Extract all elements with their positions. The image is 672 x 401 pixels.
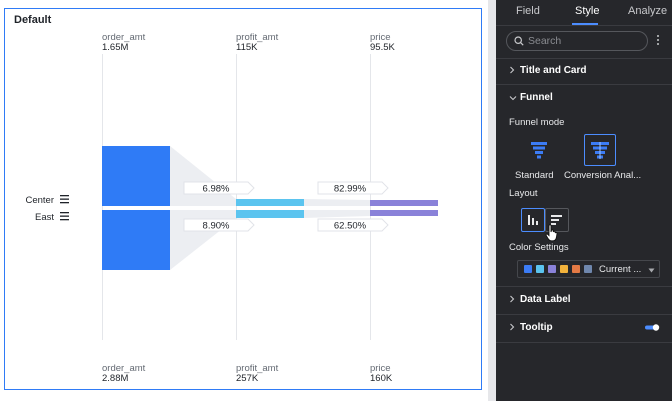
- section-divider: [496, 84, 672, 85]
- search-icon: [514, 36, 524, 46]
- chevron-right-icon: [510, 295, 515, 303]
- conversion-rate-center-2-box: [317, 181, 389, 195]
- section-title-and-card[interactable]: Title and Card: [496, 58, 672, 84]
- section-data-label[interactable]: Data Label: [496, 287, 672, 313]
- more-options-icon[interactable]: [656, 34, 660, 46]
- stage-top-value-label: 95.5K: [370, 42, 395, 53]
- conversion-rate-center-1-box: [183, 181, 255, 195]
- panel-tabs: Field Style Analyze: [496, 0, 672, 26]
- section-tooltip[interactable]: Tooltip: [496, 315, 672, 341]
- color-swatch: [584, 265, 592, 273]
- style-panel: Field Style Analyze Title and Card Funne: [496, 0, 672, 401]
- color-swatch: [524, 265, 532, 273]
- chart-title: Default: [14, 14, 52, 26]
- list-icon: [60, 198, 69, 200]
- search-input[interactable]: [528, 34, 643, 48]
- funnel-mode-standard-label: Standard: [515, 170, 554, 181]
- conversion-rate-center-1: 6.98%: [203, 184, 230, 195]
- funnel-mode-conversion[interactable]: [584, 134, 616, 166]
- funnel-mode-label: Funnel mode: [509, 117, 565, 128]
- funnel-mode-standard[interactable]: [523, 134, 555, 166]
- chart-canvas: Default order_amt 1.65M order_amt 2.88M prof…: [4, 8, 482, 390]
- funnel-connector-top: [170, 146, 236, 206]
- stage-bottom-field-label: profit_amt: [236, 363, 279, 374]
- funnel-mode-conversion-label: Conversion Anal...: [564, 170, 642, 181]
- stage-top-field-label: order_amt: [102, 32, 146, 43]
- list-icon: [60, 202, 69, 204]
- chevron-right-icon: [510, 66, 515, 74]
- stage-top-value-label: 1.65M: [102, 42, 128, 53]
- stage-bottom-field-label: price: [370, 363, 391, 374]
- hand-cursor-icon: [545, 224, 558, 242]
- funnel-bar-east: [236, 210, 304, 218]
- funnel-conversion-icon: [591, 142, 609, 159]
- funnel-connector-bottom: [304, 210, 370, 218]
- chevron-right-icon: [510, 323, 515, 331]
- stage-top-field-label: profit_amt: [236, 32, 279, 43]
- section-divider: [496, 314, 672, 315]
- funnel-chart: order_amt1.65Morder_amt2.88Mprofit_amt11…: [25, 32, 438, 384]
- funnel-bar-center: [236, 199, 304, 206]
- stage-bottom-value-label: 2.88M: [102, 373, 128, 384]
- list-icon: [60, 215, 69, 217]
- section-divider: [496, 342, 672, 343]
- layout-label: Layout: [509, 188, 538, 199]
- search-divider: [496, 58, 672, 59]
- tab-field[interactable]: Field: [516, 5, 540, 17]
- splitter[interactable]: [488, 0, 496, 401]
- layout-vertical-option[interactable]: [521, 208, 545, 232]
- funnel-standard-icon: [531, 142, 547, 159]
- stage-top-value-label: 115K: [236, 42, 258, 53]
- stage-bottom-value-label: 160K: [370, 373, 393, 384]
- tooltip-toggle[interactable]: [645, 323, 660, 332]
- vertical-bar-icon: [528, 215, 538, 225]
- color-swatch: [560, 265, 568, 273]
- conversion-rate-east-1-box: [183, 218, 255, 232]
- section-funnel[interactable]: Funnel: [496, 85, 672, 111]
- tab-style[interactable]: Style: [575, 5, 600, 17]
- color-settings-label: Color Settings: [509, 242, 569, 253]
- list-icon: [60, 195, 69, 197]
- active-tab-indicator: [572, 23, 598, 25]
- section-label: Tooltip: [520, 322, 553, 333]
- color-settings-value: Current ...: [599, 264, 642, 275]
- section-label: Funnel: [520, 92, 553, 103]
- section-label: Title and Card: [520, 65, 587, 76]
- legend-label: East: [35, 212, 54, 223]
- chevron-down-icon: [509, 96, 517, 101]
- funnel-bar-center: [370, 200, 438, 206]
- color-settings-select[interactable]: Current ...: [517, 260, 660, 278]
- conversion-rate-east-1: 8.90%: [203, 221, 230, 232]
- stage-bottom-field-label: order_amt: [102, 363, 146, 374]
- tabs-divider: [496, 25, 672, 26]
- color-swatch: [536, 265, 544, 273]
- search-box[interactable]: [506, 31, 648, 51]
- layout-horizontal-option[interactable]: [545, 208, 569, 232]
- conversion-rate-east-2: 62.50%: [334, 221, 367, 232]
- color-swatch: [548, 265, 556, 273]
- funnel-bar-east: [370, 210, 438, 216]
- list-icon: [60, 212, 69, 214]
- caret-down-icon: [648, 268, 655, 273]
- list-icon: [60, 219, 69, 221]
- funnel-bar-center: [102, 146, 170, 206]
- stage-top-field-label: price: [370, 32, 391, 43]
- funnel-connector-top: [304, 199, 370, 206]
- horizontal-bar-icon: [551, 215, 562, 225]
- color-swatch: [572, 265, 580, 273]
- section-divider: [496, 286, 672, 287]
- section-label: Data Label: [520, 294, 571, 305]
- conversion-rate-center-2: 82.99%: [334, 184, 367, 195]
- tab-analyze[interactable]: Analyze: [628, 5, 668, 17]
- funnel-bar-east: [102, 210, 170, 270]
- legend-label: Center: [25, 195, 54, 206]
- conversion-rate-east-2-box: [317, 218, 389, 232]
- stage-bottom-value-label: 257K: [236, 373, 259, 384]
